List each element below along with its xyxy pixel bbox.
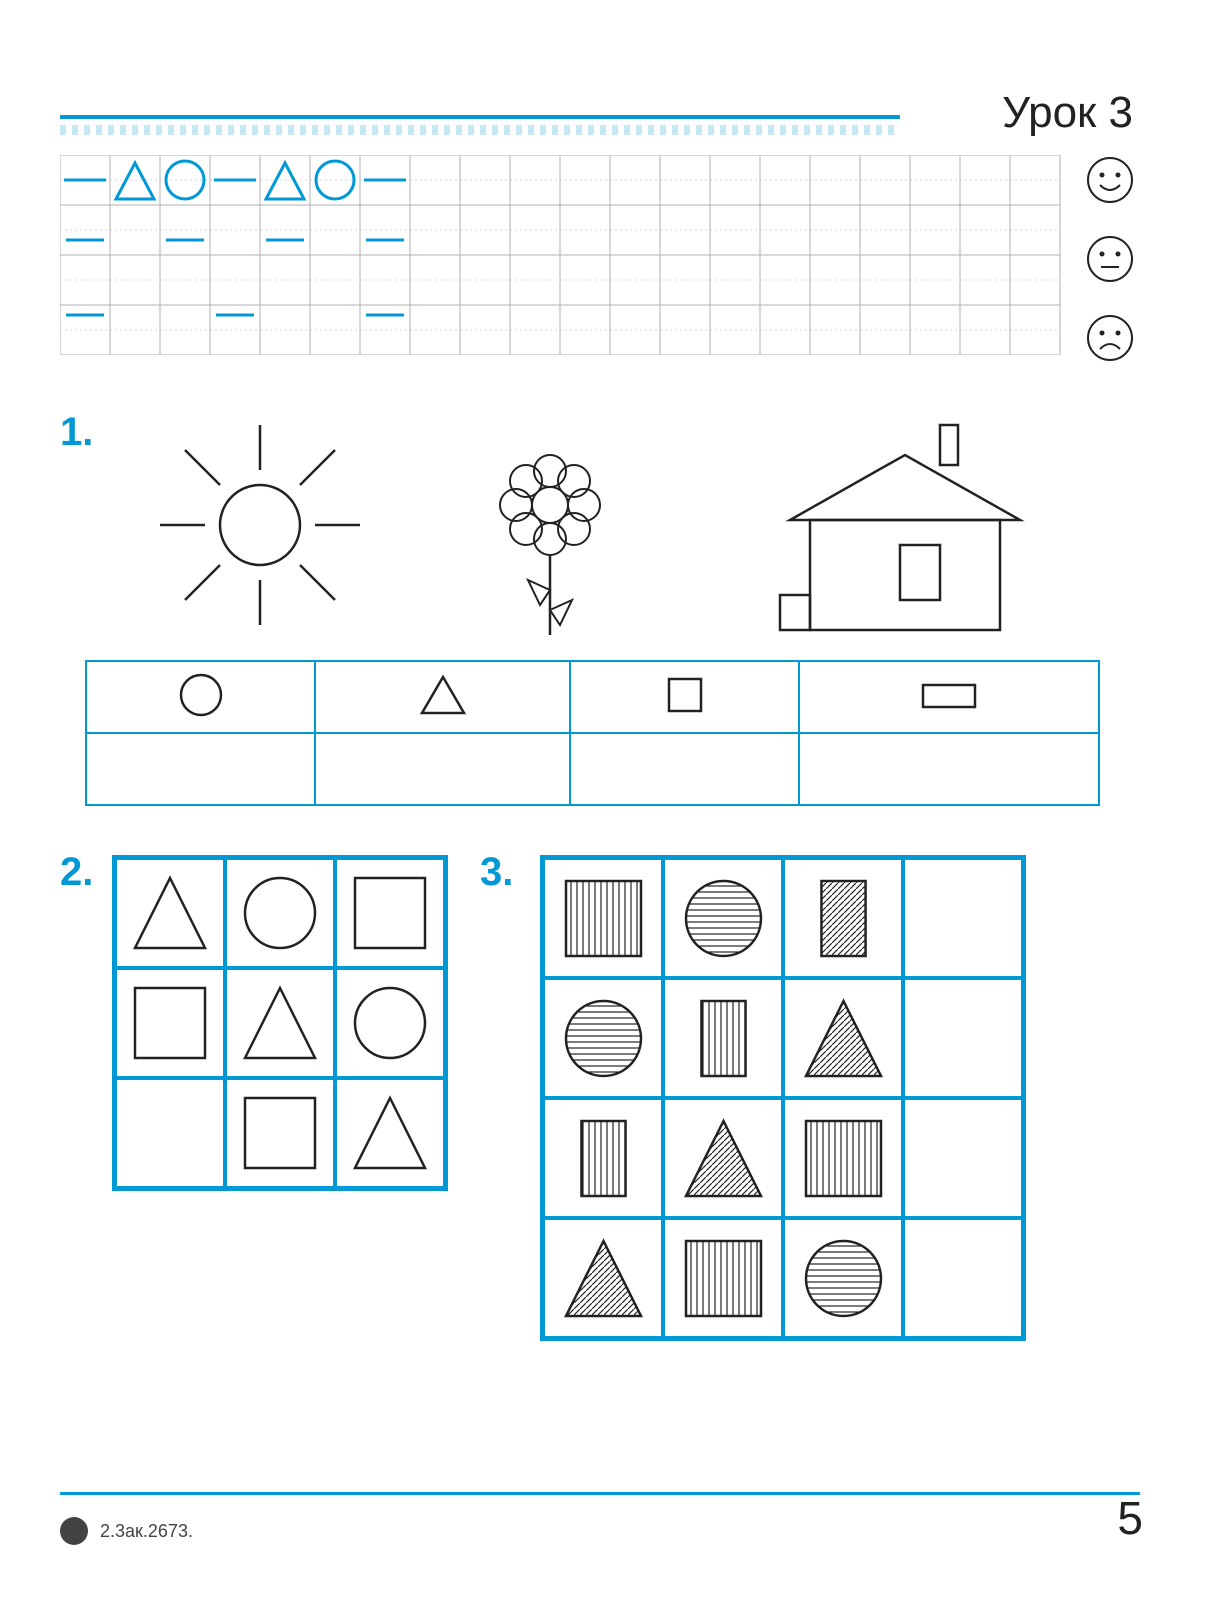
page: Урок 3 1. <box>0 0 1213 1600</box>
exercise-2-number: 2. <box>60 850 93 895</box>
grid-cell <box>543 858 663 978</box>
rating-faces <box>1085 155 1145 392</box>
lesson-title: Урок 3 <box>1002 88 1133 138</box>
grid-cell <box>783 1098 903 1218</box>
grid-cell <box>783 858 903 978</box>
grid-cell <box>543 978 663 1098</box>
grid-cell <box>663 1218 783 1338</box>
grid-cell <box>335 858 445 968</box>
grid-cell[interactable] <box>903 1218 1023 1338</box>
grid-cell[interactable] <box>903 1098 1023 1218</box>
exercise-3-grid <box>540 855 1026 1341</box>
grid-cell <box>783 1218 903 1338</box>
footer-dot-icon <box>60 1517 88 1545</box>
grid-cell <box>225 1078 335 1188</box>
writing-grid <box>60 155 1070 355</box>
footer-rule <box>60 1492 1140 1495</box>
answer-cell[interactable] <box>315 733 570 805</box>
grid-cell <box>115 858 225 968</box>
sun-icon <box>160 425 360 625</box>
writing-grid-svg <box>60 155 1070 355</box>
footer-code: 2.3ак.2673. <box>100 1521 193 1542</box>
grid-cell <box>115 968 225 1078</box>
face-happy-icon <box>1085 155 1135 205</box>
drawings-svg <box>150 410 1070 640</box>
shape-cell-triangle <box>315 661 570 733</box>
flower-icon <box>500 455 600 635</box>
shape-count-table <box>85 660 1100 806</box>
grid-cell <box>543 1098 663 1218</box>
house-icon <box>780 425 1020 630</box>
answer-cell[interactable] <box>86 733 315 805</box>
exercise-2-grid <box>112 855 448 1191</box>
header-rule <box>60 115 900 139</box>
grid-cell <box>335 968 445 1078</box>
grid-cell <box>663 1098 783 1218</box>
grid-cell <box>543 1218 663 1338</box>
grid-cell[interactable] <box>903 858 1023 978</box>
grid-cell <box>663 858 783 978</box>
grid-cell <box>225 968 335 1078</box>
shape-cell-circle <box>86 661 315 733</box>
answer-cell[interactable] <box>570 733 799 805</box>
exercise-1-number: 1. <box>60 410 93 455</box>
grid-cell[interactable] <box>903 978 1023 1098</box>
grid-cell <box>783 978 903 1098</box>
grid-cell <box>663 978 783 1098</box>
answer-cell[interactable] <box>799 733 1099 805</box>
grid-cell <box>335 1078 445 1188</box>
exercise-1-drawings <box>150 410 1070 640</box>
face-neutral-icon <box>1085 234 1135 284</box>
grid-cell[interactable] <box>115 1078 225 1188</box>
grid-cell <box>225 858 335 968</box>
shape-cell-square <box>570 661 799 733</box>
shape-cell-rectangle <box>799 661 1099 733</box>
exercise-3-number: 3. <box>480 850 513 895</box>
page-number: 5 <box>1117 1491 1143 1545</box>
face-sad-icon <box>1085 313 1135 363</box>
